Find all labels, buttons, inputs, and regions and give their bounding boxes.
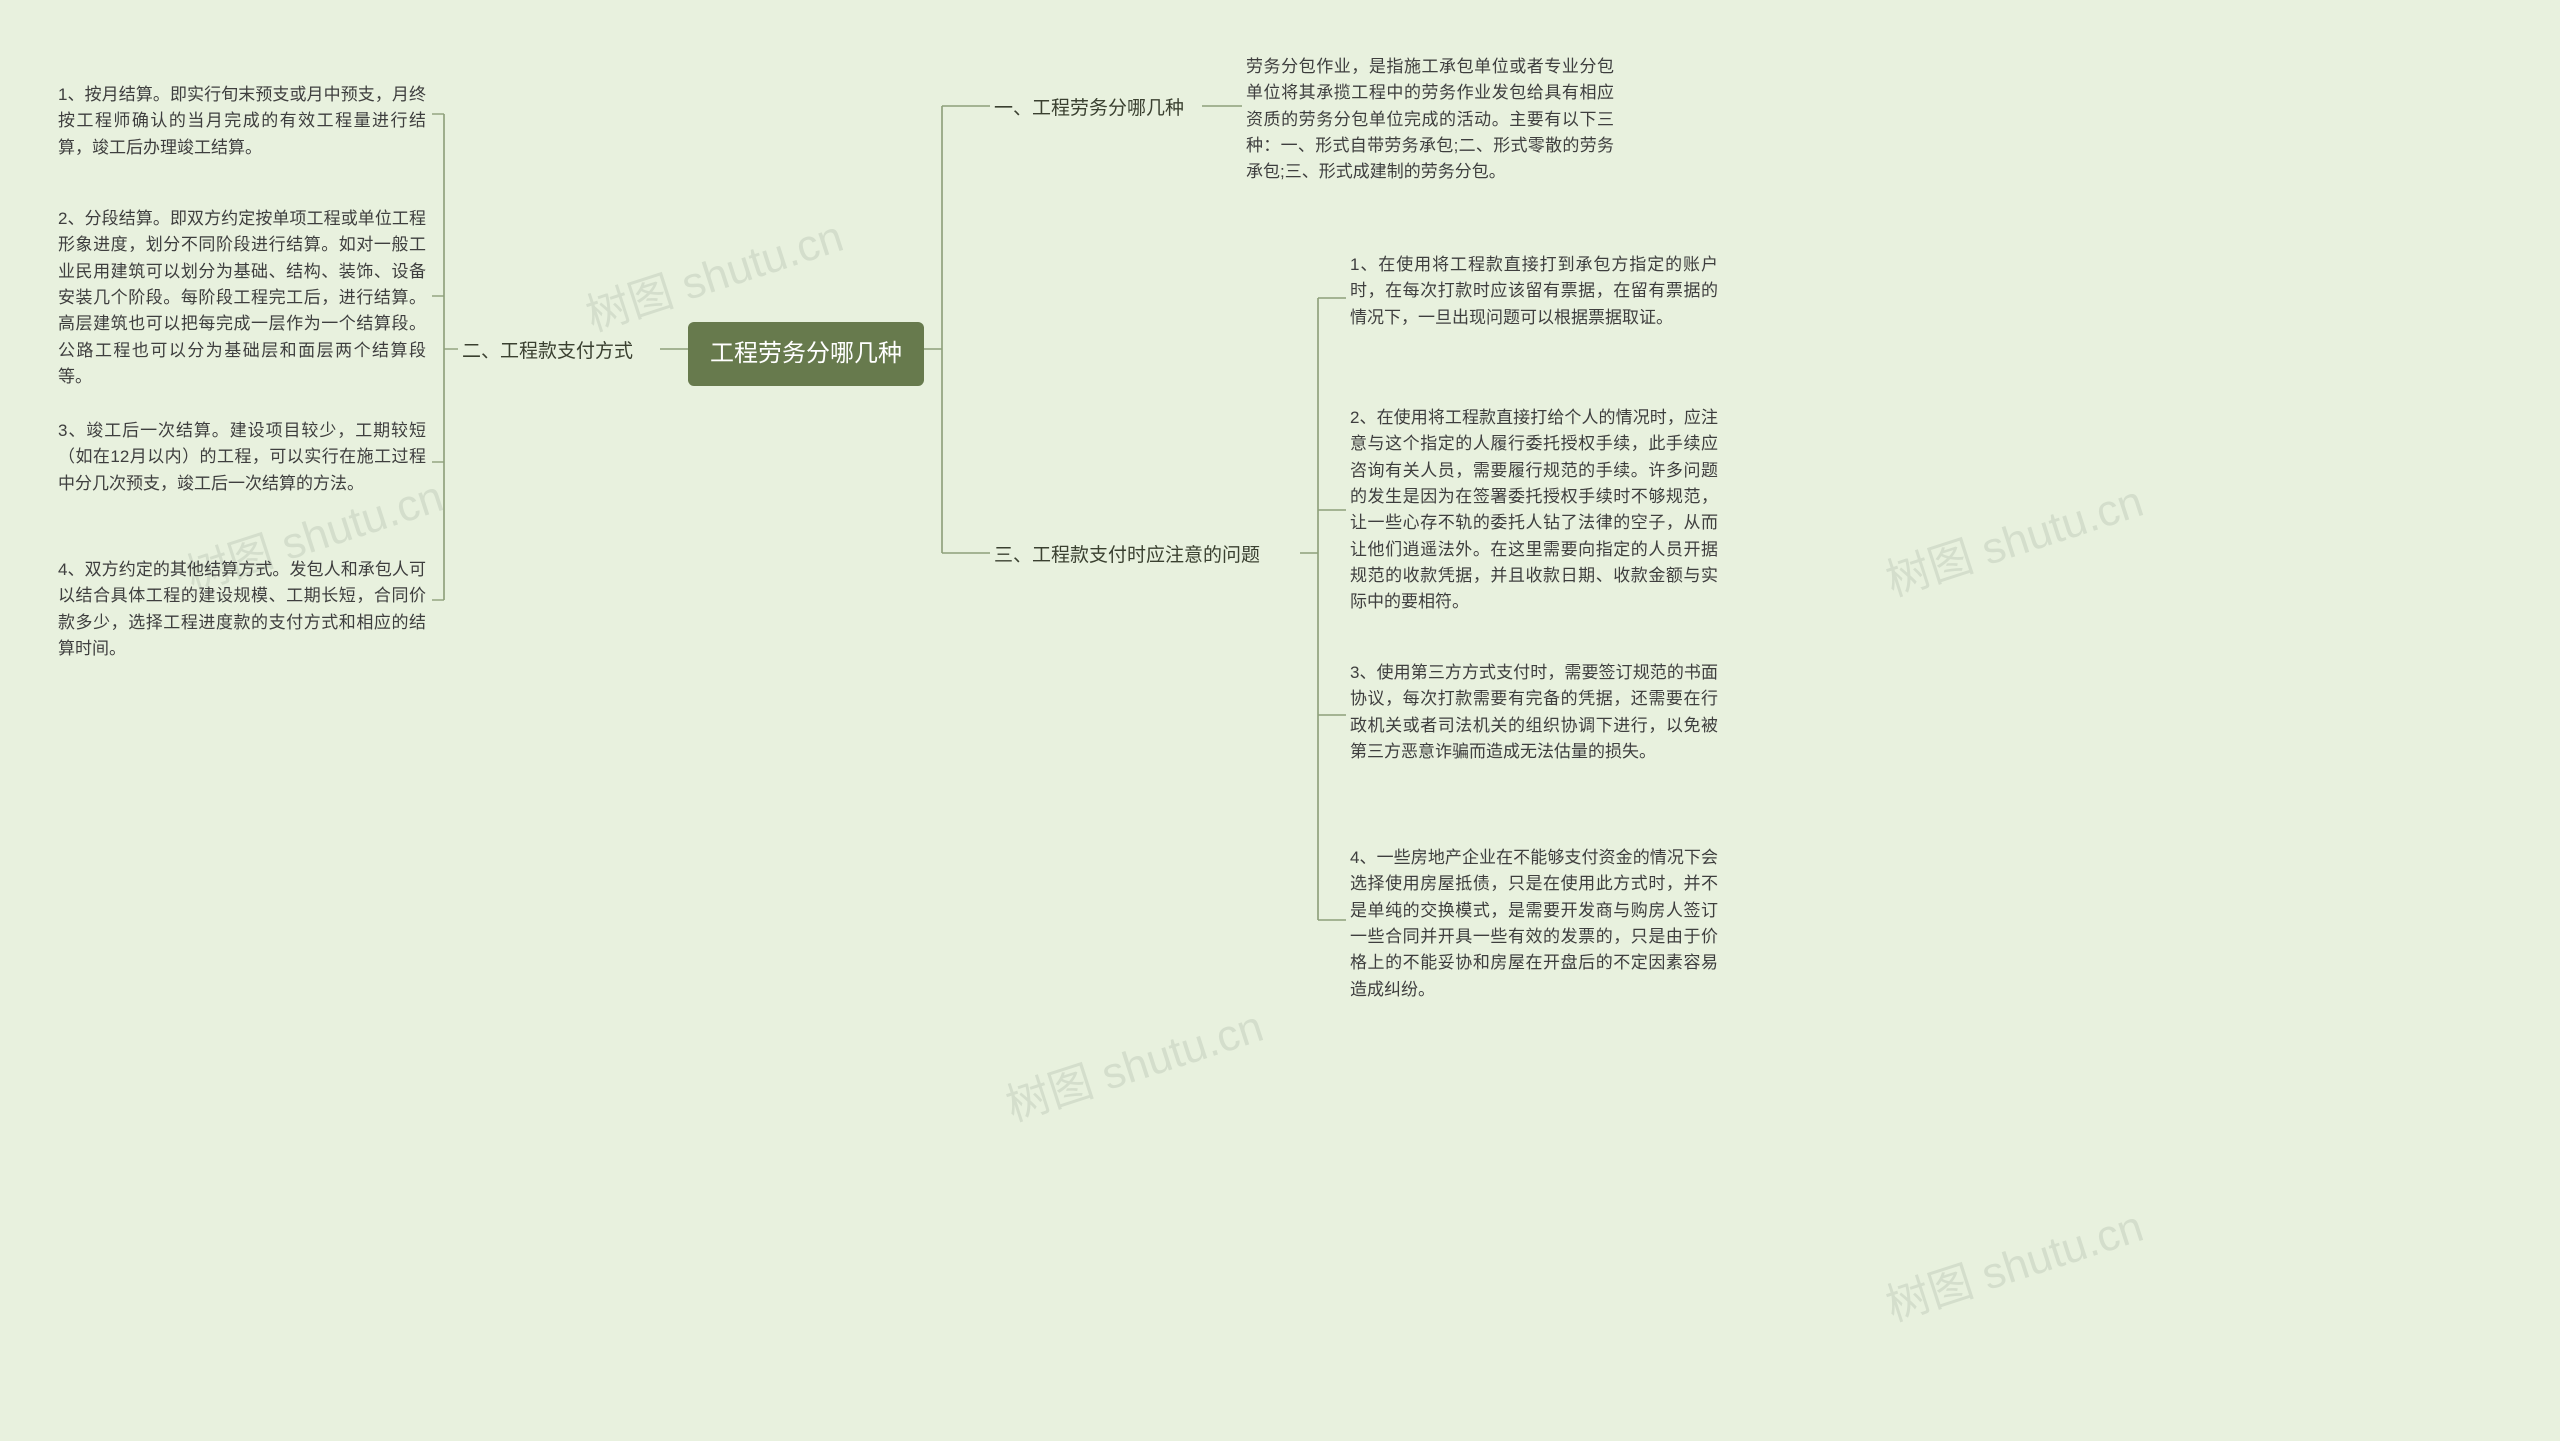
leaf-b2-3: 3、竣工后一次结算。建设项目较少，工期较短（如在12月以内）的工程，可以实行在施… [58, 418, 426, 497]
leaf-b3-2: 2、在使用将工程款直接打给个人的情况时，应注意与这个指定的人履行委托授权手续，此… [1350, 405, 1718, 616]
leaf-b2-1: 1、按月结算。即实行旬末预支或月中预支，月终按工程师确认的当月完成的有效工程量进… [58, 82, 426, 161]
branch-2: 二、工程款支付方式 [462, 338, 633, 367]
leaf-b1: 劳务分包作业，是指施工承包单位或者专业分包单位将其承揽工程中的劳务作业发包给具有… [1246, 54, 1614, 186]
branch-1: 一、工程劳务分哪几种 [994, 95, 1184, 124]
root-node: 工程劳务分哪几种 [688, 322, 924, 386]
leaf-b2-4: 4、双方约定的其他结算方式。发包人和承包人可以结合具体工程的建设规模、工期长短，… [58, 557, 426, 662]
leaf-b2-2: 2、分段结算。即双方约定按单项工程或单位工程形象进度，划分不同阶段进行结算。如对… [58, 206, 426, 390]
leaf-b3-4: 4、一些房地产企业在不能够支付资金的情况下会选择使用房屋抵债，只是在使用此方式时… [1350, 845, 1718, 1003]
branch-3: 三、工程款支付时应注意的问题 [994, 542, 1260, 571]
leaf-b3-3: 3、使用第三方方式支付时，需要签订规范的书面协议，每次打款需要有完备的凭据，还需… [1350, 660, 1718, 765]
leaf-b3-1: 1、在使用将工程款直接打到承包方指定的账户时，在每次打款时应该留有票据，在留有票… [1350, 252, 1718, 331]
